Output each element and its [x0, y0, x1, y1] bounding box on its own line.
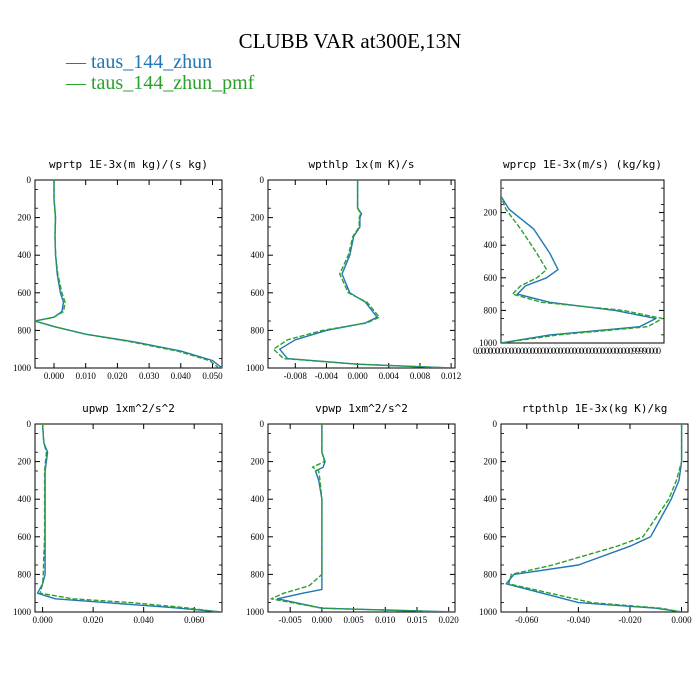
series-line-1 — [501, 180, 657, 343]
series-line-2 — [270, 424, 449, 612]
legend-entry-2: — taus_144_zhun_pmf — [65, 72, 255, 94]
y-tick-label: 200 — [251, 213, 265, 223]
series-line-1 — [35, 180, 222, 368]
x-tick-label: 0.010 — [375, 615, 396, 625]
x-tick-label: 0.040 — [134, 615, 155, 625]
panel-title: wprtp 1E-3x(m kg)/(s kg) — [49, 158, 208, 171]
y-tick-label: 400 — [18, 494, 32, 504]
panel-5: vpwp 1xm^2/s^2 0 200 400 600 800 1000 -0.005 0.0… — [246, 402, 459, 625]
y-tick-label: 800 — [251, 569, 265, 579]
x-tick-label: 0.020 — [439, 615, 460, 625]
plot-frame — [34, 423, 223, 613]
y-tick-label: 400 — [18, 250, 32, 260]
plot-frame — [500, 423, 689, 613]
y-tick-label: 200 — [18, 213, 32, 223]
series-line-2 — [35, 180, 220, 368]
y-tick-label: 400 — [484, 240, 498, 250]
panel-grid: wprtp 1E-3x(m kg)/(s kg) 0 200 400 600 800 100… — [13, 158, 692, 625]
y-tick-label: 0 — [27, 175, 32, 185]
x-tick-label: 0.004 — [379, 371, 400, 381]
x-tick-label: 0.015 — [407, 615, 428, 625]
x-tick-label: 0.000 — [32, 615, 53, 625]
y-tick-label: 200 — [18, 457, 32, 467]
x-tick-label: 0.010 — [76, 371, 97, 381]
panel-2: wpthlp 1x(m K)/s 0 200 400 600 800 1000 -0.008-… — [246, 158, 461, 381]
y-tick-label: 200 — [484, 457, 498, 467]
x-tick-label: -0.040 — [567, 615, 591, 625]
panel-title: vpwp 1xm^2/s^2 — [315, 402, 408, 415]
series-line-1 — [279, 180, 452, 368]
y-tick-label: 400 — [251, 494, 265, 504]
y-tick-label: 0 — [493, 419, 498, 429]
y-tick-label: 1000 — [246, 607, 265, 617]
plot-frame — [267, 423, 456, 613]
y-tick-label: 200 — [484, 208, 498, 218]
y-tick-label: 600 — [484, 532, 498, 542]
x-tick-label: 0.00000000000000000000000000000000000000… — [473, 346, 662, 356]
x-tick-label: 0.000 — [312, 615, 333, 625]
y-tick-label: 0 — [27, 419, 32, 429]
plot-frame — [267, 179, 456, 369]
y-tick-label: 400 — [251, 250, 265, 260]
y-tick-label: 800 — [484, 569, 498, 579]
x-tick-label: -0.020 — [618, 615, 642, 625]
series-line-2 — [272, 180, 452, 368]
y-tick-label: 600 — [251, 532, 265, 542]
panel-title: upwp 1xm^2/s^2 — [82, 402, 175, 415]
plot-frame — [34, 179, 223, 369]
y-tick-label: 200 — [251, 457, 265, 467]
x-tick-label: 0.005 — [343, 615, 364, 625]
x-tick-label: 0.050 — [202, 371, 223, 381]
x-tick-label: 0.030 — [139, 371, 160, 381]
panel-1: wprtp 1E-3x(m kg)/(s kg) 0 200 400 600 800 100… — [13, 158, 223, 381]
y-tick-label: 1000 — [479, 607, 498, 617]
panel-6: rtpthlp 1E-3x(kg K)/kg 0 200 400 600 800 1000 -… — [479, 402, 692, 625]
y-tick-label: 600 — [484, 273, 498, 283]
y-tick-label: 1000 — [13, 607, 32, 617]
y-tick-label: 1000 — [246, 363, 265, 373]
panel-title: rtpthlp 1E-3x(kg K)/kg — [522, 402, 668, 415]
y-tick-label: 800 — [251, 325, 265, 335]
y-tick-label: 600 — [251, 288, 265, 298]
x-tick-label: 0.060 — [184, 615, 205, 625]
y-tick-label: 600 — [18, 288, 32, 298]
y-tick-label: 600 — [18, 532, 32, 542]
panel-3: wprcp 1E-3x(m/s) (kg/kg) 200 400 600 800 1000… — [473, 158, 665, 356]
figure-title: CLUBB VAR at300E,13N — [239, 29, 462, 53]
panel-title: wpthlp 1x(m K)/s — [309, 158, 415, 171]
x-tick-label: 0.000 — [44, 371, 65, 381]
plot-frame — [500, 179, 665, 344]
series-line-2 — [508, 424, 683, 612]
y-tick-label: 800 — [18, 325, 32, 335]
x-tick-label: -0.008 — [284, 371, 308, 381]
y-tick-label: 1000 — [13, 363, 32, 373]
x-tick-label: -0.004 — [315, 371, 339, 381]
x-tick-label: 0.012 — [441, 371, 461, 381]
x-tick-label: 0.020 — [107, 371, 128, 381]
y-tick-label: 0 — [260, 419, 265, 429]
y-tick-label: 800 — [18, 569, 32, 579]
y-tick-label: 1000 — [479, 338, 498, 348]
x-tick-label: -0.060 — [515, 615, 539, 625]
x-tick-label: 0.000 — [347, 371, 368, 381]
series-line-1 — [276, 424, 455, 612]
series-line-1 — [505, 424, 683, 612]
x-tick-label: 0.040 — [171, 371, 192, 381]
series-line-2 — [501, 180, 664, 343]
legend-entry-1: — taus_144_zhun — [65, 51, 212, 73]
x-tick-label: 0.008 — [410, 371, 431, 381]
y-tick-label: 800 — [484, 305, 498, 315]
x-tick-label: 0.020 — [83, 615, 104, 625]
series-line-1 — [36, 424, 222, 612]
series-line-2 — [39, 424, 220, 612]
y-tick-label: 400 — [484, 494, 498, 504]
y-tick-label: 0 — [260, 175, 265, 185]
x-tick-label: 0.000 — [671, 615, 692, 625]
x-tick-label: -0.005 — [279, 615, 303, 625]
panel-title: wprcp 1E-3x(m/s) (kg/kg) — [503, 158, 662, 171]
